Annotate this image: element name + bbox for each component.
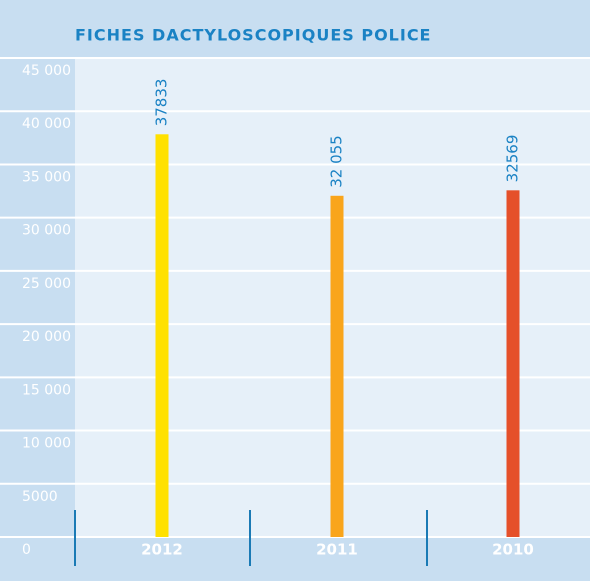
value-label: 32 055: [328, 135, 346, 188]
y-tick-label: 25 000: [22, 276, 71, 292]
value-label: 37833: [153, 79, 171, 127]
value-label: 32569: [504, 135, 522, 183]
y-tick-label: 15 000: [22, 382, 71, 398]
bar: [330, 195, 344, 537]
y-tick-label: 35 000: [22, 169, 71, 185]
bar: [506, 190, 520, 537]
y-tick-label: 10 000: [22, 436, 71, 452]
y-tick-label: 0: [22, 542, 31, 558]
y-tick-label: 20 000: [22, 329, 71, 345]
x-tick-label: 2012: [141, 541, 183, 559]
x-tick-label: 2011: [316, 541, 358, 559]
chart-title: FICHES DACTYLOSCOPIQUES POLICE: [75, 26, 431, 45]
y-tick-label: 40 000: [22, 116, 71, 132]
y-tick-label: 30 000: [22, 223, 71, 239]
y-tick-label: 5000: [22, 489, 58, 505]
x-tick-label: 2010: [492, 541, 534, 559]
y-tick-label: 45 000: [22, 63, 71, 79]
bar: [155, 134, 169, 537]
